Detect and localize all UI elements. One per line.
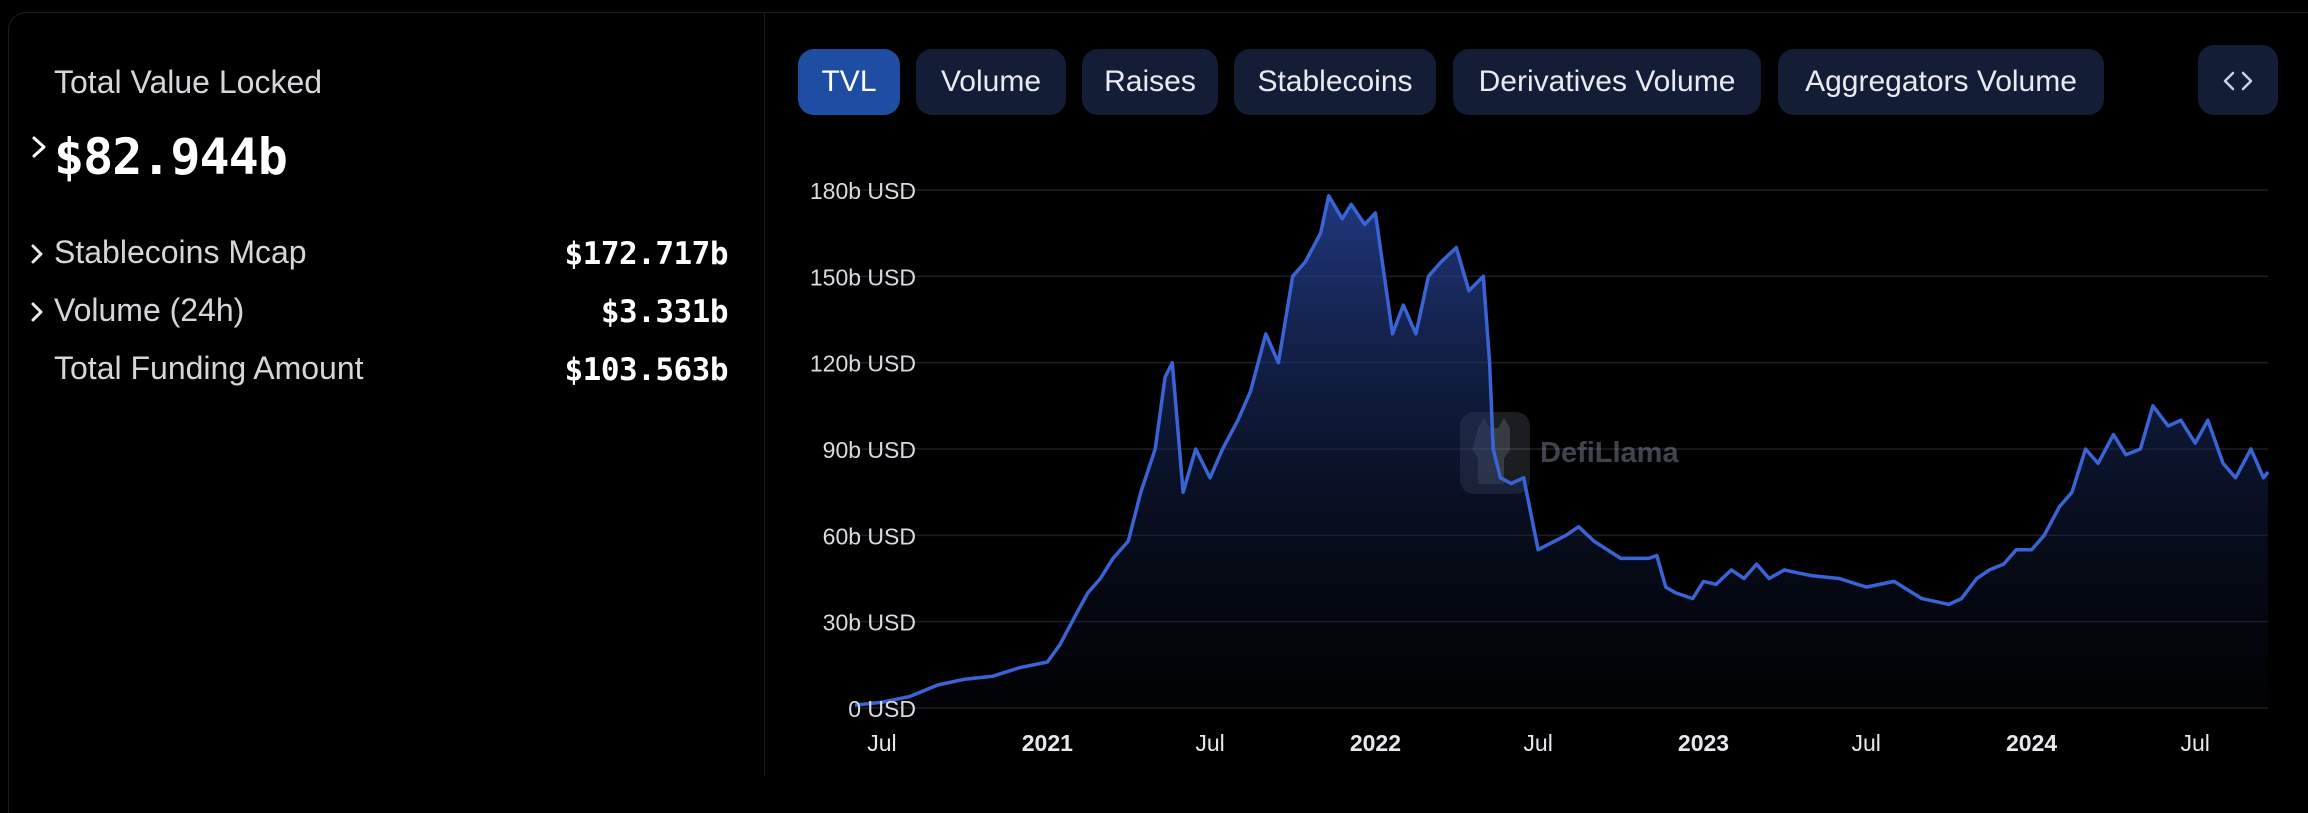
tvl-chart[interactable]: DefiLlama 0 USD 30b USD 60b USD 90b USD 120b…	[778, 160, 2278, 776]
x-tick-label: Jul	[2180, 730, 2209, 756]
y-tick-label: 60b USD	[823, 523, 916, 549]
tvl-area-fill	[855, 195, 2268, 709]
chevron-right-icon[interactable]	[28, 299, 46, 325]
x-tick-label: Jul	[1523, 730, 1552, 756]
metric-name: Total Funding Amount	[54, 350, 364, 386]
x-tick-label: Jul	[1852, 730, 1881, 756]
code-brackets-icon	[2223, 71, 2253, 90]
x-tick-label: 2022	[1350, 730, 1401, 756]
tvl-series-line[interactable]	[854, 194, 2270, 707]
tvl-area-chart[interactable]: DefiLlama 0 USD 30b USD 60b USD 90b USD 120b…	[778, 160, 2278, 776]
metric-value: $103.563b	[564, 352, 729, 388]
watermark-text: DefiLlama	[1540, 437, 1679, 469]
chevron-right-icon[interactable]	[28, 132, 50, 162]
y-tick-label: 150b USD	[810, 264, 916, 290]
y-tick-label: 120b USD	[810, 351, 916, 377]
tab-derivatives-volume[interactable]: Derivatives Volume	[1453, 49, 1761, 115]
tvl-label: Total Value Locked	[54, 64, 323, 100]
x-tick-label: Jul	[1195, 730, 1224, 756]
tvl-value: $82.944b	[54, 128, 288, 186]
metric-value: $172.717b	[564, 236, 729, 272]
stablecoins-mcap-row[interactable]: Stablecoins Mcap $172.717b	[28, 232, 729, 278]
volume-24h-row[interactable]: Volume (24h) $3.331b	[28, 290, 729, 336]
x-tick-label: 2023	[1678, 730, 1729, 756]
embed-code-button[interactable]	[2198, 45, 2278, 115]
y-tick-label: 30b USD	[823, 610, 916, 636]
tab-volume[interactable]: Volume	[916, 49, 1066, 115]
summary-panel: Total Value Locked $82.944b Stablecoins …	[8, 12, 765, 776]
tab-stablecoins[interactable]: Stablecoins	[1234, 49, 1436, 115]
metric-name: Stablecoins Mcap	[54, 234, 307, 270]
x-tick-label: Jul	[867, 730, 896, 756]
metric-value: $3.331b	[600, 294, 729, 330]
y-tick-label: 90b USD	[823, 437, 916, 463]
x-tick-label: 2024	[2006, 730, 2057, 756]
tab-aggregators-volume[interactable]: Aggregators Volume	[1778, 49, 2104, 115]
metric-name: Volume (24h)	[54, 292, 245, 328]
x-tick-label: 2021	[1022, 730, 1073, 756]
total-funding-row: Total Funding Amount $103.563b	[28, 348, 729, 394]
y-tick-label: 180b USD	[810, 178, 916, 204]
tab-raises[interactable]: Raises	[1082, 49, 1218, 115]
tab-tvl[interactable]: TVL	[798, 49, 900, 115]
chevron-right-icon[interactable]	[28, 241, 46, 267]
y-tick-label: 0 USD	[848, 696, 916, 722]
